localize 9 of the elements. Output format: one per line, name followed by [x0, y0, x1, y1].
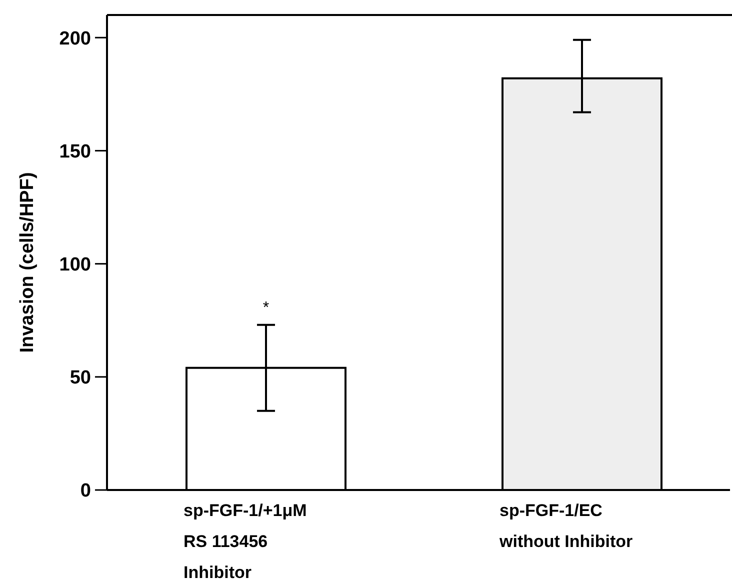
y-axis-title: Invasion (cells/HPF)	[17, 172, 38, 353]
x-tick-label: sp-FGF-1/+1μM RS 113456 Inhibitor	[184, 501, 307, 582]
y-tick-label: 50	[70, 368, 91, 389]
y-tick-label: 200	[59, 28, 91, 50]
y-tick-label: 150	[59, 141, 91, 162]
x-tick-label: sp-FGF-1/EC without Inhibitor	[498, 501, 634, 551]
y-tick-label: 100	[59, 254, 91, 276]
y-tick-label: 0	[80, 480, 91, 502]
annotation: *	[262, 300, 270, 317]
